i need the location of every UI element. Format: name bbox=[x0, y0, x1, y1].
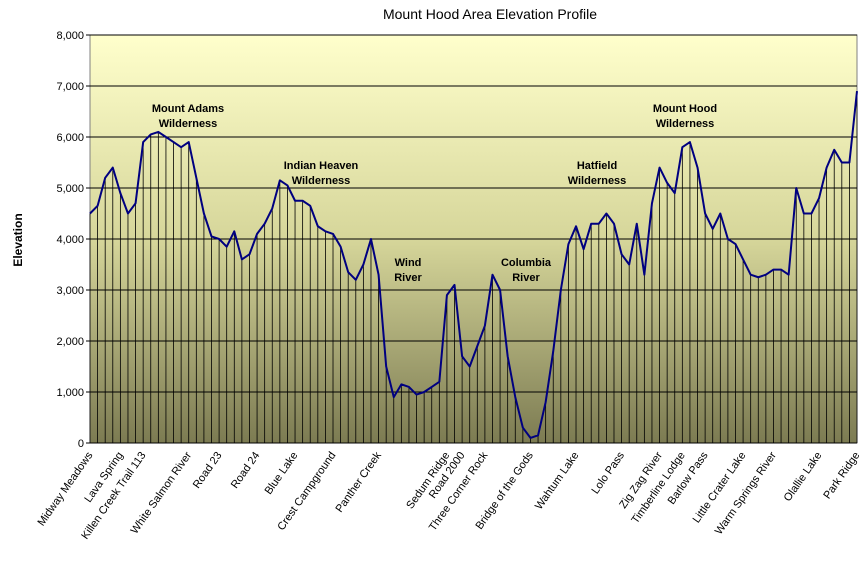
annotation: Wind bbox=[395, 257, 422, 269]
x-tick-label: Blue Lake bbox=[263, 450, 301, 497]
annotation: Columbia bbox=[501, 257, 552, 269]
y-tick-label: 5,000 bbox=[56, 183, 84, 195]
y-tick-label: 0 bbox=[78, 438, 84, 450]
y-tick-label: 8,000 bbox=[56, 30, 84, 42]
y-tick-label: 6,000 bbox=[56, 132, 84, 144]
annotation: Wilderness bbox=[292, 175, 351, 187]
y-tick-label: 3,000 bbox=[56, 285, 84, 297]
annotation: Indian Heaven bbox=[284, 160, 359, 172]
annotation: Wilderness bbox=[568, 175, 627, 187]
x-tick-label: Wahtum Lake bbox=[533, 450, 582, 512]
annotation: River bbox=[512, 272, 540, 284]
elevation-line bbox=[89, 90, 858, 439]
y-tick-label: 2,000 bbox=[56, 336, 84, 348]
y-tick-label: 4,000 bbox=[56, 234, 84, 246]
annotation: Hatfield bbox=[577, 160, 617, 172]
annotation: Wilderness bbox=[656, 118, 715, 130]
x-tick-label: Midway Meadows bbox=[35, 449, 95, 528]
chart-title: Mount Hood Area Elevation Profile bbox=[383, 6, 597, 22]
x-tick-label: Road 24 bbox=[229, 450, 263, 491]
annotation: Mount Hood bbox=[653, 103, 717, 115]
x-tick-label: Park Ridge bbox=[821, 450, 862, 501]
y-tick-label: 7,000 bbox=[56, 81, 84, 93]
x-tick-label: Olallie Lake bbox=[782, 450, 825, 504]
annotation: Mount Adams bbox=[152, 103, 224, 115]
x-tick-label: Lolo Pass bbox=[590, 449, 628, 496]
x-tick-label: Panther Creek bbox=[334, 449, 385, 514]
annotation: Wilderness bbox=[159, 118, 218, 130]
annotation: River bbox=[394, 272, 422, 284]
y-axis-label: Elevation bbox=[11, 213, 25, 266]
x-tick-label: Road 23 bbox=[191, 450, 225, 491]
y-tick-label: 1,000 bbox=[56, 387, 84, 399]
